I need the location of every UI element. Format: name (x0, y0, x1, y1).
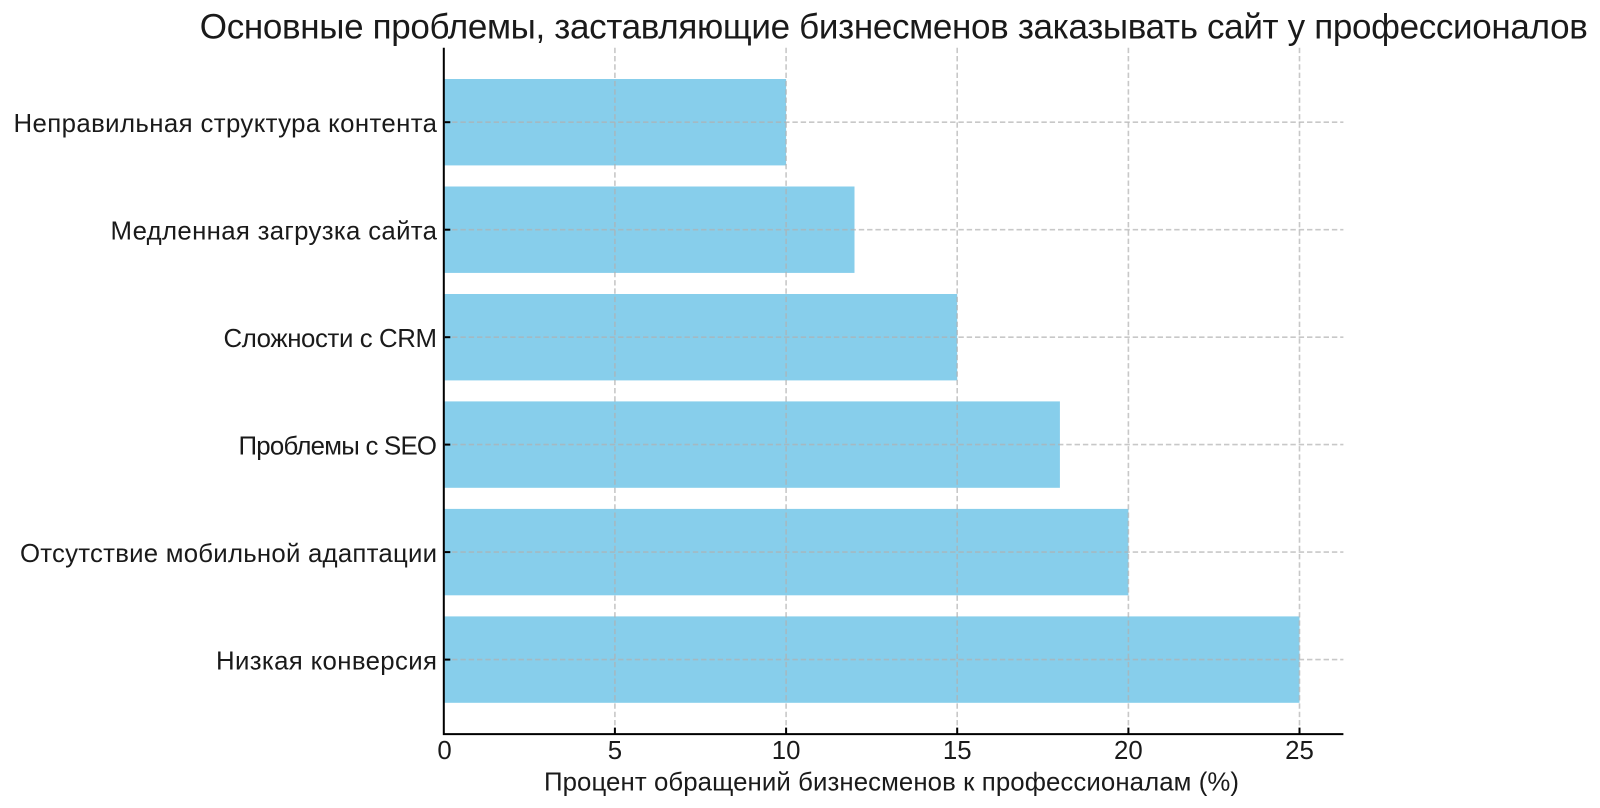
svg-text:Неправильная структура контент: Неправильная структура контента (14, 110, 438, 138)
svg-text:Основные проблемы, заставляющи: Основные проблемы, заставляющие бизнесме… (200, 7, 1588, 46)
svg-text:Сложности с CRM: Сложности с CRM (224, 325, 438, 353)
svg-text:Низкая конверсия: Низкая конверсия (216, 647, 437, 675)
svg-text:Медленная загрузка сайта: Медленная загрузка сайта (111, 217, 438, 245)
svg-text:Проблемы с SEO: Проблемы с SEO (239, 432, 438, 460)
svg-text:20: 20 (1114, 737, 1143, 765)
svg-text:25: 25 (1285, 737, 1314, 765)
svg-text:10: 10 (772, 737, 801, 765)
svg-text:0: 0 (437, 737, 451, 765)
svg-text:15: 15 (943, 737, 972, 765)
svg-text:Процент обращений бизнесменов: Процент обращений бизнесменов к професси… (544, 768, 1239, 796)
svg-text:5: 5 (608, 737, 622, 765)
svg-text:Отсутствие мобильной адаптации: Отсутствие мобильной адаптации (20, 540, 437, 568)
